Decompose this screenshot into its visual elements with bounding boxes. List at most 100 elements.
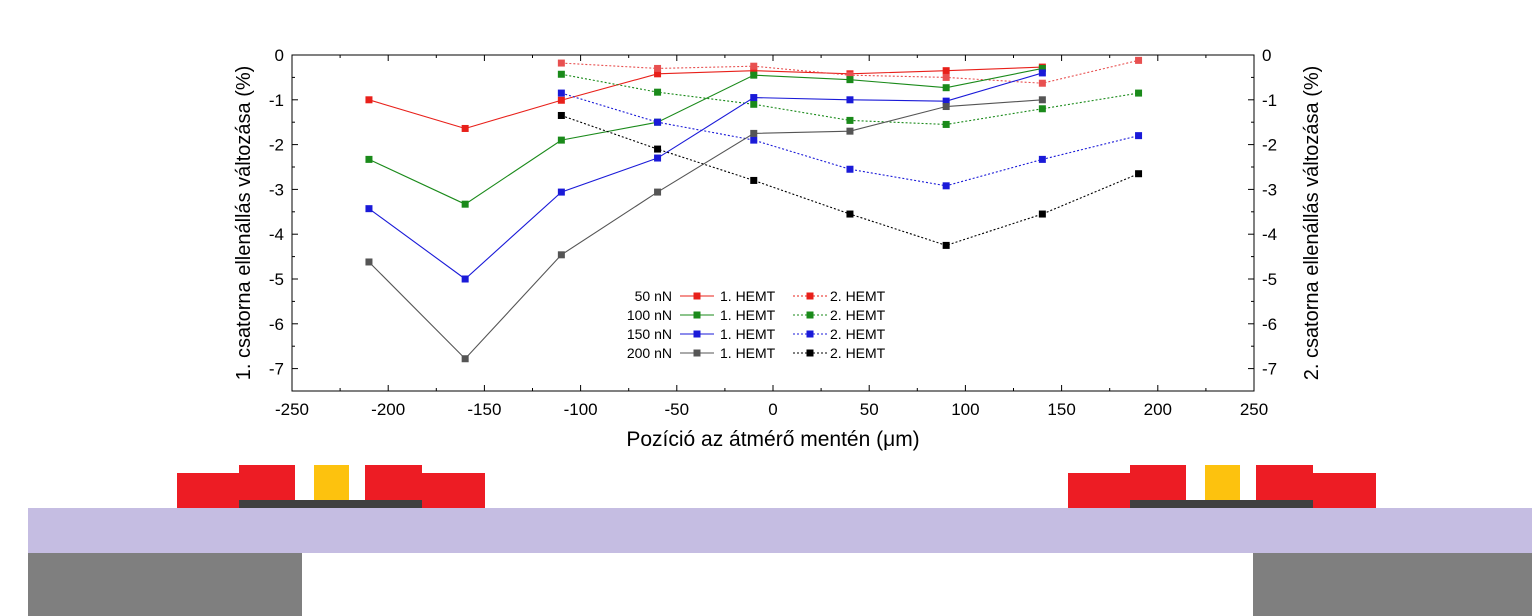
y-tick-label-right: -4 bbox=[1262, 225, 1277, 244]
data-point bbox=[365, 155, 373, 163]
hemt2-channel bbox=[1130, 500, 1313, 508]
hemt1-channel bbox=[239, 500, 422, 508]
data-point bbox=[942, 97, 950, 105]
series-line bbox=[368, 67, 1043, 205]
substrate-left bbox=[28, 553, 302, 616]
membrane-layer bbox=[28, 508, 1532, 553]
data-point bbox=[654, 70, 662, 78]
series-line bbox=[368, 72, 1043, 280]
x-tick-label: 50 bbox=[860, 400, 879, 419]
data-point bbox=[557, 111, 565, 119]
data-point bbox=[750, 94, 758, 102]
legend-swatch-marker bbox=[693, 311, 701, 319]
data-point bbox=[557, 136, 565, 144]
data-point bbox=[750, 136, 758, 144]
y-tick-label-right: -5 bbox=[1262, 270, 1277, 289]
y-tick-label-right: 0 bbox=[1262, 46, 1271, 65]
data-point bbox=[846, 96, 854, 104]
data-point bbox=[654, 64, 662, 72]
series-line bbox=[368, 66, 1043, 130]
series-3 bbox=[557, 70, 1143, 128]
data-point bbox=[1038, 64, 1046, 72]
x-tick-label: 150 bbox=[1047, 400, 1075, 419]
x-axis: -250 -200 -150 -100 -50 0 50 100 150 200 250 bbox=[275, 55, 1268, 419]
x-tick-label: 200 bbox=[1144, 400, 1172, 419]
data-point bbox=[846, 165, 854, 173]
hemt1-drain-contact-top bbox=[365, 465, 422, 475]
hemt2-drain-contact-top bbox=[1256, 465, 1313, 475]
data-point bbox=[942, 241, 950, 249]
hemt2-gate bbox=[1205, 465, 1240, 501]
series-7 bbox=[557, 111, 1143, 249]
data-point bbox=[461, 200, 469, 208]
legend-force-label: 50 nN bbox=[635, 288, 672, 304]
data-point bbox=[1135, 56, 1143, 64]
data-point bbox=[461, 355, 469, 363]
data-point bbox=[1135, 170, 1143, 178]
legend: 50 nN 1. HEMT 2. HEMT 100 nN 1. HEMT 2. HEMT 1… bbox=[627, 288, 886, 361]
series-0 bbox=[365, 63, 1046, 132]
data-point bbox=[750, 100, 758, 108]
legend-swatch-marker bbox=[806, 330, 814, 338]
legend-swatch-marker bbox=[806, 292, 814, 300]
data-point bbox=[557, 89, 565, 97]
legend-force-label: 200 nN bbox=[627, 345, 672, 361]
data-point bbox=[365, 205, 373, 213]
x-tick-label: 0 bbox=[768, 400, 777, 419]
x-tick-label: -250 bbox=[275, 400, 309, 419]
legend-label-hemt2: 2. HEMT bbox=[830, 326, 886, 342]
data-point bbox=[461, 124, 469, 132]
data-point bbox=[654, 118, 662, 126]
data-point bbox=[654, 88, 662, 96]
x-tick-label: 250 bbox=[1240, 400, 1268, 419]
series-4 bbox=[365, 69, 1046, 283]
data-point bbox=[750, 62, 758, 70]
y-tick-label-right: -7 bbox=[1262, 360, 1277, 379]
hemt1-source-contact-top bbox=[239, 465, 295, 475]
data-point bbox=[654, 145, 662, 153]
data-point bbox=[942, 67, 950, 75]
data-point bbox=[461, 275, 469, 283]
data-point bbox=[1038, 105, 1046, 113]
data-point bbox=[750, 176, 758, 184]
data-point bbox=[1038, 69, 1046, 77]
x-tick-label: -100 bbox=[564, 400, 598, 419]
y-tick-label-left: -1 bbox=[269, 91, 284, 110]
y-axis: 0 0 -1 -1 -2 -2 -3 -3 -4 -4 -5 -5 -6 -6 -7 -7 bbox=[269, 46, 1277, 392]
substrate-right bbox=[1253, 553, 1532, 616]
legend-swatch-marker bbox=[693, 292, 701, 300]
legend-force-label: 100 nN bbox=[627, 307, 672, 323]
data-point bbox=[846, 210, 854, 218]
data-point bbox=[557, 251, 565, 259]
legend-label-hemt2: 2. HEMT bbox=[830, 345, 886, 361]
data-point bbox=[557, 70, 565, 78]
legend-label-hemt1: 1. HEMT bbox=[720, 345, 776, 361]
x-tick-label: 100 bbox=[951, 400, 979, 419]
series-line bbox=[368, 99, 1043, 360]
data-point bbox=[365, 96, 373, 104]
legend-label-hemt2: 2. HEMT bbox=[830, 288, 886, 304]
x-tick-label: -150 bbox=[467, 400, 501, 419]
data-point bbox=[1038, 79, 1046, 87]
data-point bbox=[750, 129, 758, 137]
y-tick-label-right: -1 bbox=[1262, 91, 1277, 110]
y-tick-label-left: -2 bbox=[269, 136, 284, 155]
legend-swatch-marker bbox=[693, 349, 701, 357]
data-point bbox=[750, 71, 758, 79]
legend-swatch-marker bbox=[806, 349, 814, 357]
series-6 bbox=[365, 96, 1046, 363]
series-line bbox=[561, 114, 1139, 246]
legend-swatch-marker bbox=[806, 311, 814, 319]
data-point bbox=[654, 188, 662, 196]
legend-force-label: 150 nN bbox=[627, 326, 672, 342]
data-point bbox=[1135, 132, 1143, 140]
y-tick-label-left: -7 bbox=[269, 360, 284, 379]
legend-label-hemt1: 1. HEMT bbox=[720, 288, 776, 304]
y-axis-label-right: 2. csatorna ellenállás változása (%) bbox=[1301, 66, 1323, 381]
data-point bbox=[365, 258, 373, 266]
series-5 bbox=[557, 89, 1143, 190]
data-point bbox=[557, 96, 565, 104]
data-point bbox=[942, 73, 950, 81]
y-axis-label-left: 1. csatorna ellenállás változása (%) bbox=[233, 66, 255, 381]
